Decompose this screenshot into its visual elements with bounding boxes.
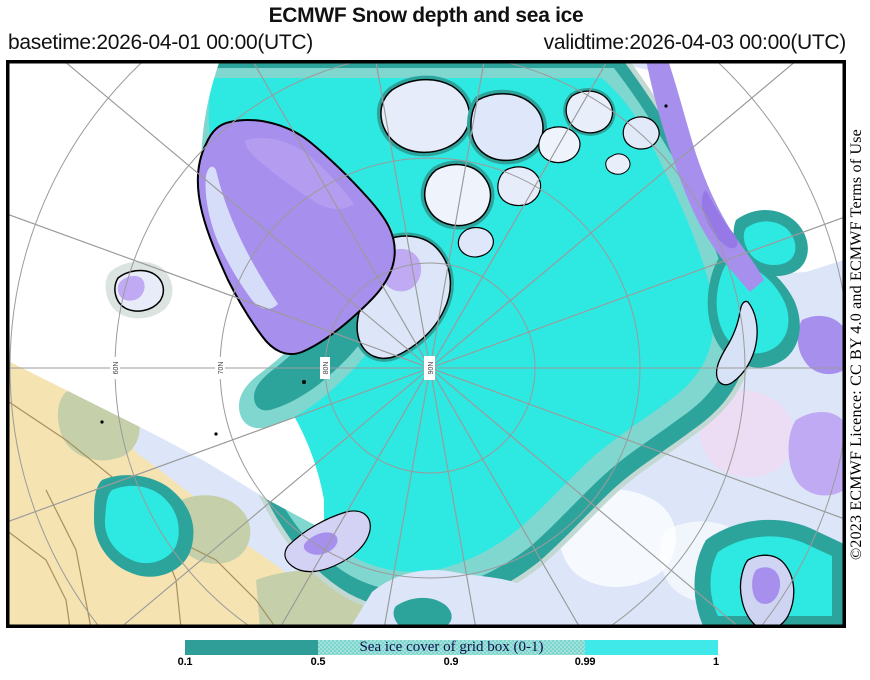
kamchatka-deep-snow — [752, 567, 781, 604]
legend-tick-05: 0.5 — [310, 656, 326, 668]
legend-segment-low — [185, 640, 318, 655]
pole-label: 90N — [428, 362, 435, 375]
norway-deep-snow — [646, 60, 764, 292]
legend-tick-09: 0.9 — [443, 656, 459, 668]
victoria-island — [424, 163, 492, 227]
legend-segment-mid — [318, 640, 585, 655]
hudson-bay-ice-core — [104, 485, 179, 564]
greenland-snow-dither — [245, 138, 354, 209]
lat-label-80n: 80N — [323, 362, 330, 375]
greenland-coast-snow — [205, 166, 278, 309]
basetime-label: basetime:2026-04-01 00:00(UTC) — [8, 31, 313, 54]
snow-pink-patch — [698, 390, 794, 478]
norway-deep-snow-dark — [701, 190, 738, 249]
deep-snow-patch — [797, 315, 844, 375]
iceland-deep-snow — [117, 275, 145, 301]
devon-island — [470, 93, 544, 162]
latitude-labels: 60N 70N 80N 90N — [110, 356, 435, 380]
foxe-island-deep-snow — [303, 532, 338, 555]
copyright-notice: ©2023 ECMWF Licence: CC BY 4.0 and ECMWF… — [848, 129, 865, 560]
sea-ice-legend: Sea ice cover of grid box (0-1) 0.1 0.5 … — [0, 638, 870, 678]
arctic-archipelago — [353, 75, 581, 362]
legend-tick-099: 0.99 — [574, 656, 596, 668]
svalbard-island — [565, 90, 614, 134]
sparse-veg-patch — [172, 495, 251, 564]
franz-josef-island — [622, 116, 660, 150]
legend-tick-1: 1 — [713, 656, 719, 668]
legend-color-bar — [185, 640, 718, 655]
arctic-map: 60N 70N 80N 90N — [6, 60, 846, 628]
small-island — [457, 226, 494, 258]
page-title: ECMWF Snow depth and sea ice — [268, 4, 584, 27]
time-info-row: basetime:2026-04-01 00:00(UTC) validtime… — [8, 31, 846, 55]
deep-snow-patch — [788, 411, 844, 496]
greenland — [196, 119, 396, 355]
svalbard-islands — [563, 88, 660, 175]
barents-open-water — [656, 60, 844, 274]
validtime-label: validtime:2026-04-03 00:00(UTC) — [543, 31, 847, 54]
lat-label-60n: 60N — [113, 362, 120, 375]
legend-tick-01: 0.1 — [177, 656, 193, 668]
bering-ice-patch — [393, 597, 452, 628]
white-sea-ice-core — [743, 221, 796, 266]
lat-label-70n: 70N — [218, 362, 225, 375]
legend-title: Sea ice cover of grid box (0-1) — [359, 639, 544, 655]
tiny-islands — [100, 104, 668, 436]
legend-segment-high — [585, 640, 718, 655]
ellesmere-island — [380, 78, 471, 154]
tiny-island — [605, 153, 631, 175]
map-border — [6, 60, 846, 628]
